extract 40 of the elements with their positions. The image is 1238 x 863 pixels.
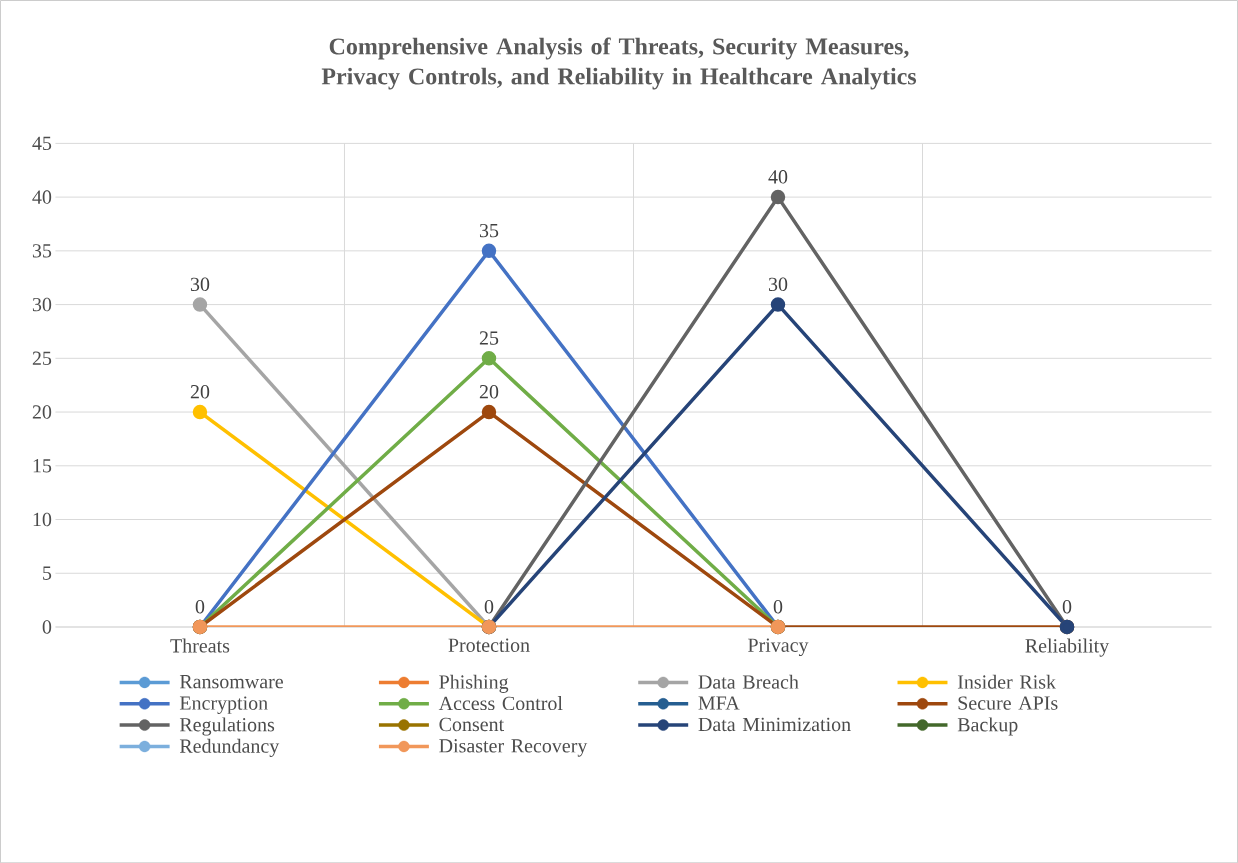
data-label: 35 [479, 223, 499, 238]
legend-label: Redundancy [179, 738, 280, 757]
data-label: 0 [484, 599, 494, 614]
y-tick-label: 15 [33, 458, 52, 473]
y-tick-label: 30 [32, 297, 52, 312]
legend-label: Secure APIs [958, 696, 1058, 710]
y-tick-label: 35 [32, 244, 52, 258]
chart-title: Comprehensive Analysis of Threats, Security Measures, Privacy Controls, and Reliability in Healthcare Analytics [321, 37, 917, 90]
y-tick-label: 5 [43, 566, 52, 580]
y-tick-label: 25 [32, 351, 52, 365]
legend-label: Ransomware [179, 674, 283, 689]
legend-label: Consent [439, 717, 505, 732]
data-label: 40 [768, 169, 788, 184]
legend-label: Encryption [179, 696, 268, 714]
y-tick-label: 0 [42, 620, 52, 634]
legend-label: Disaster Recovery [439, 738, 588, 757]
x-tick-label: Reliability [1025, 638, 1110, 657]
data-label: 20 [190, 384, 210, 399]
data-label: 0 [1062, 599, 1072, 614]
data-label: 30 [768, 277, 788, 291]
legend-label: Access Control [438, 695, 563, 710]
legend-label: MFA [698, 696, 740, 710]
data-label: 25 [479, 331, 499, 345]
x-tick-label: Threats [170, 638, 230, 653]
y-tick-label: 45 [32, 136, 52, 150]
legend-label: Backup [957, 717, 1018, 736]
data-label: 20 [479, 384, 499, 399]
data-label: 30 [190, 277, 210, 291]
data-label: 0 [195, 599, 205, 614]
y-tick-label: 10 [33, 512, 52, 527]
legend-label: Insider Risk [957, 674, 1057, 689]
legend-label: Data Minimization [698, 717, 851, 732]
legend-label: Data Breach [698, 674, 799, 689]
y-tick-label: 40 [32, 190, 52, 204]
legend-label: Regulations [179, 717, 275, 736]
x-tick-label: Protection [448, 638, 530, 652]
data-label: 0 [773, 599, 783, 614]
x-tick-label: Privacy [748, 638, 809, 656]
y-tick-label: 20 [32, 405, 52, 419]
legend-label: Phishing [439, 674, 509, 693]
